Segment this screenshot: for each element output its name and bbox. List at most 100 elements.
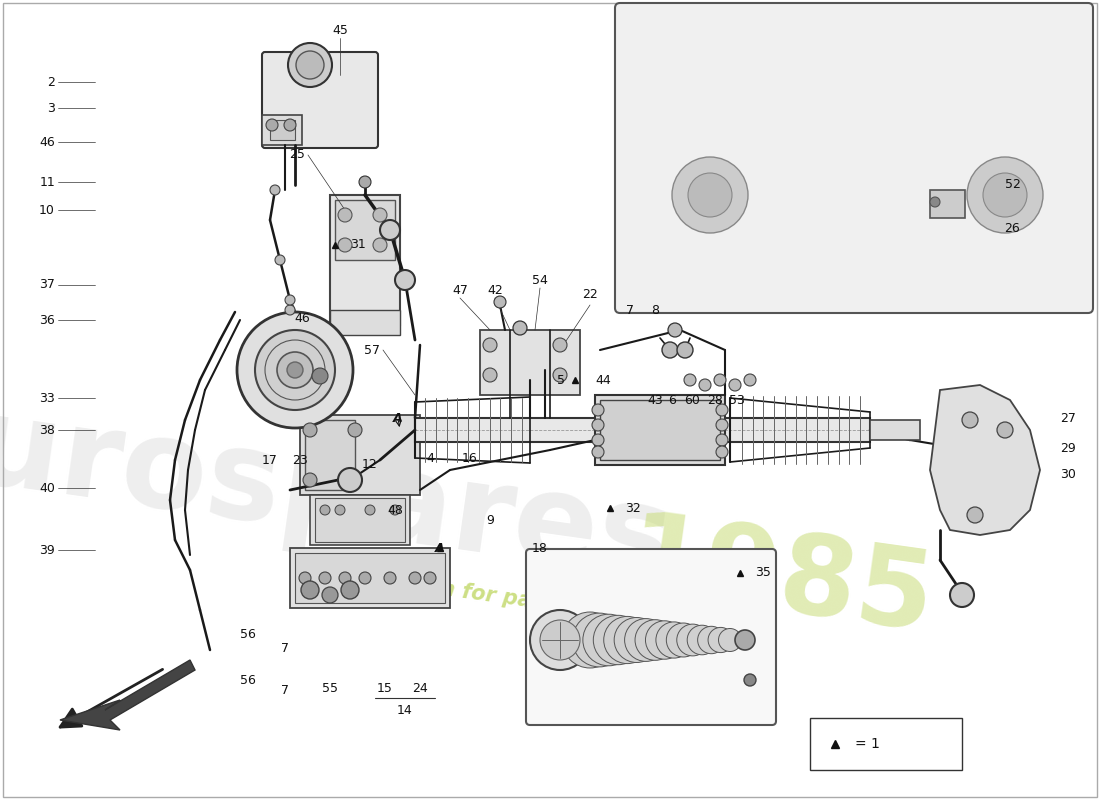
Circle shape [395,270,415,290]
Text: 37: 37 [40,278,55,291]
Circle shape [735,630,755,650]
FancyBboxPatch shape [615,3,1093,313]
Text: 24: 24 [412,682,428,694]
Circle shape [930,197,940,207]
Text: 25: 25 [289,149,305,162]
Circle shape [424,572,436,584]
Circle shape [562,612,618,668]
Text: 4: 4 [426,451,433,465]
Circle shape [379,220,400,240]
Text: 54: 54 [532,274,548,286]
Polygon shape [930,385,1040,535]
Circle shape [714,374,726,386]
Circle shape [697,626,725,654]
Bar [336,200,395,260]
Text: 11: 11 [40,175,55,189]
Text: 56: 56 [240,629,256,642]
Circle shape [592,404,604,416]
Circle shape [285,305,295,315]
Circle shape [302,473,317,487]
Text: = 1: = 1 [855,737,880,751]
Text: 3: 3 [47,102,55,114]
Circle shape [266,119,278,131]
Circle shape [339,572,351,584]
Text: 57: 57 [364,343,380,357]
Circle shape [614,618,659,662]
Text: 44: 44 [595,374,610,386]
Bar [330,310,400,335]
Circle shape [373,238,387,252]
Circle shape [338,208,352,222]
Bar [295,553,446,603]
Text: 28: 28 [707,394,723,406]
Bar [480,330,580,395]
Circle shape [494,296,506,308]
Text: A: A [393,411,403,425]
Circle shape [983,173,1027,217]
FancyBboxPatch shape [262,52,378,148]
Circle shape [483,368,497,382]
Circle shape [684,374,696,386]
Circle shape [236,312,353,428]
Circle shape [646,621,684,659]
Text: 7: 7 [280,683,289,697]
Text: 36: 36 [40,314,55,326]
Text: 26: 26 [1004,222,1020,234]
Bar [810,718,962,770]
Circle shape [572,613,626,667]
Circle shape [967,157,1043,233]
Circle shape [348,473,362,487]
Text: 42: 42 [487,283,503,297]
Circle shape [583,614,635,666]
Text: a passion for parts since 1985: a passion for parts since 1985 [343,566,697,634]
Text: 17: 17 [262,454,278,466]
Circle shape [287,362,303,378]
Text: 52: 52 [1005,178,1021,191]
Circle shape [296,51,324,79]
Bar [595,395,725,465]
Text: 53: 53 [729,394,745,406]
Circle shape [338,238,352,252]
Circle shape [604,616,651,664]
Circle shape [365,505,375,515]
Text: 46: 46 [295,311,310,325]
Text: 39: 39 [40,543,55,557]
Text: 8: 8 [651,303,659,317]
Text: 18: 18 [532,542,548,554]
Circle shape [718,629,741,651]
Circle shape [708,627,734,653]
Circle shape [359,572,371,584]
Text: 27: 27 [1060,411,1076,425]
Text: 33: 33 [40,391,55,405]
Text: 10: 10 [40,203,55,217]
Circle shape [688,626,717,654]
Circle shape [592,434,604,446]
Bar [870,420,920,440]
Bar [305,420,355,490]
Circle shape [277,352,313,388]
Text: 29: 29 [1060,442,1076,454]
Circle shape [301,581,319,599]
Circle shape [729,379,741,391]
Circle shape [373,208,387,222]
Text: 43: 43 [647,394,663,406]
Circle shape [676,342,693,358]
Text: eurospares: eurospares [0,375,680,605]
Circle shape [656,622,692,658]
Text: 48: 48 [387,503,403,517]
Circle shape [672,157,748,233]
Text: 7: 7 [626,303,634,317]
Circle shape [299,572,311,584]
Text: 16: 16 [462,451,477,465]
Circle shape [716,419,728,431]
Text: 9: 9 [486,514,494,526]
Text: 7: 7 [280,642,289,654]
Text: 2: 2 [47,75,55,89]
Circle shape [302,423,317,437]
Text: 35: 35 [755,566,771,579]
Circle shape [967,507,983,523]
Text: 14: 14 [397,703,412,717]
Circle shape [667,623,701,657]
Circle shape [592,419,604,431]
Circle shape [997,422,1013,438]
